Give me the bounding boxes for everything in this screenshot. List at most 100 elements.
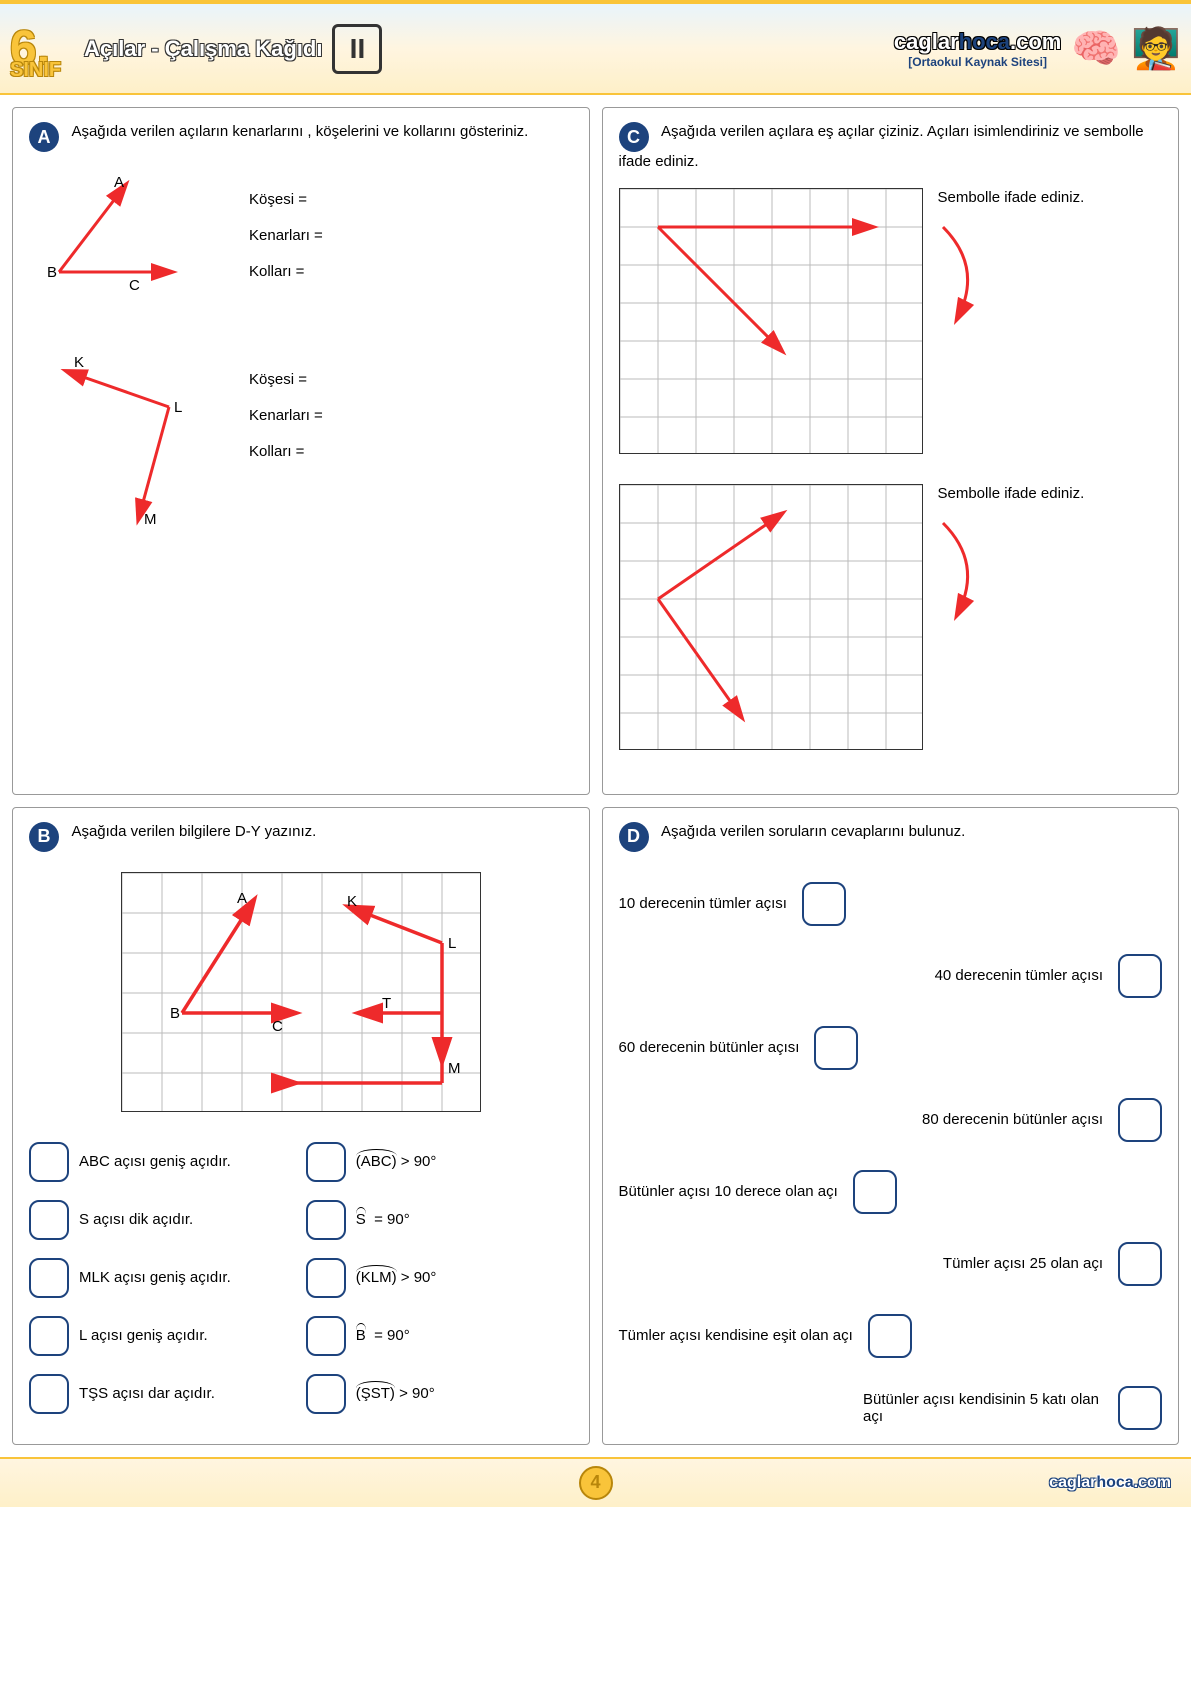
point-m: M	[144, 511, 157, 528]
c-grid2	[619, 484, 923, 750]
angle-abc-svg: A B C	[29, 172, 209, 302]
answer-box[interactable]	[306, 1316, 346, 1356]
section-d-instruction: Aşağıda verilen soruların cevaplarını bu…	[661, 823, 965, 840]
site-subtitle: [Ortaokul Kaynak Sitesi]	[894, 55, 1062, 69]
dy-item: (ABC) > 90	[306, 1142, 573, 1182]
svg-text:M: M	[448, 1060, 461, 1077]
klm-vertex-label: Köşesi =	[249, 362, 323, 398]
answer-box[interactable]	[1118, 1242, 1162, 1286]
c-fig1-row: Sembolle ifade ediniz.	[619, 188, 1163, 454]
section-a-diagrams: A B C Köşesi = Kenarları = Kolları = K L…	[29, 172, 573, 532]
section-a-badge: A	[29, 122, 59, 152]
logo-mid: hoca	[959, 29, 1010, 54]
angle-klm-row: K L M Köşesi = Kenarları = Kolları =	[29, 352, 573, 532]
logo-suffix: .com	[1010, 29, 1061, 54]
answer-box[interactable]	[853, 1170, 897, 1214]
section-d: D Aşağıda verilen soruların cevaplarını …	[602, 807, 1180, 1445]
dy-list: ABC açısı geniş açıdır. (ABC) > 90 S açı…	[29, 1142, 573, 1414]
answer-box[interactable]	[306, 1374, 346, 1414]
grade-label: SINIF	[10, 59, 61, 82]
dy-text: L açısı geniş açıdır.	[79, 1327, 208, 1344]
d-list: 10 derecenin tümler açısı 40 derecenin t…	[619, 882, 1163, 1430]
page-number-circle: 4	[579, 1466, 613, 1500]
answer-box[interactable]	[306, 1200, 346, 1240]
a-arms-label: Kolları =	[249, 254, 323, 290]
answer-box[interactable]	[814, 1026, 858, 1070]
c-label1-col: Sembolle ifade ediniz.	[923, 188, 1085, 343]
d-text: 80 derecenin bütünler açısı	[922, 1111, 1103, 1128]
f-logo-mid: hoca	[1096, 1474, 1133, 1491]
klm-sides-label: Kenarları =	[249, 398, 323, 434]
section-c: C Aşağıda verilen açılara eş açılar çizi…	[602, 107, 1180, 795]
svg-text:T: T	[382, 995, 391, 1012]
d-item: Bütünler açısı 10 derece olan açı	[619, 1170, 1163, 1214]
dy-item: L açısı geniş açıdır.	[29, 1316, 296, 1356]
answer-box[interactable]	[1118, 1098, 1162, 1142]
worksheet-title: Açılar - Çalışma Kağıdı	[84, 36, 322, 62]
curved-arrow1	[923, 217, 1003, 337]
angle-abc-row: A B C Köşesi = Kenarları = Kolları =	[29, 172, 573, 302]
answer-box[interactable]	[29, 1142, 69, 1182]
dy-item: (KLM) > 90	[306, 1258, 573, 1298]
section-a-instruction: Aşağıda verilen açıların kenarlarını , k…	[71, 123, 528, 140]
dy-item: ABC açısı geniş açıdır.	[29, 1142, 296, 1182]
dy-item: MLK açısı geniş açıdır.	[29, 1258, 296, 1298]
answer-box[interactable]	[306, 1142, 346, 1182]
f-logo-suffix: .com	[1134, 1474, 1171, 1491]
dy-text: S = 90	[356, 1211, 410, 1228]
point-c: C	[129, 277, 140, 294]
answer-box[interactable]	[868, 1314, 912, 1358]
d-text: Tümler açısı kendisine eşit olan açı	[619, 1327, 853, 1344]
angle-klm-labels: Köşesi = Kenarları = Kolları =	[249, 362, 323, 470]
page-header: 6. SINIF Açılar - Çalışma Kağıdı II cagl…	[0, 0, 1191, 95]
d-text: Bütünler açısı 10 derece olan açı	[619, 1183, 838, 1200]
dy-text: (KLM) > 90	[356, 1269, 437, 1286]
answer-box[interactable]	[29, 1316, 69, 1356]
teacher-icon: 🧑‍🏫	[1131, 25, 1181, 72]
page-roman: II	[332, 24, 382, 74]
d-text: 10 derecenin tümler açısı	[619, 895, 787, 912]
footer-site: caglarhoca.com	[1049, 1474, 1171, 1492]
klm-arms-label: Kolları =	[249, 434, 323, 470]
b-grid: A B C K L T M	[121, 872, 481, 1112]
dy-text: S açısı dik açıdır.	[79, 1211, 193, 1228]
angle-klm-svg: K L M	[29, 352, 209, 532]
header-branding: caglarhoca.com [Ortaokul Kaynak Sitesi] …	[894, 25, 1181, 72]
dy-text: (ABC) > 90	[356, 1153, 437, 1170]
point-l: L	[174, 399, 182, 416]
dy-item: (ŞST) > 90	[306, 1374, 573, 1414]
dy-item: TŞS açısı dar açıdır.	[29, 1374, 296, 1414]
section-b: B Aşağıda verilen bilgilere D-Y yazınız.…	[12, 807, 590, 1445]
dy-text: TŞS açısı dar açıdır.	[79, 1385, 215, 1402]
section-d-badge: D	[619, 822, 649, 852]
section-a: A Aşağıda verilen açıların kenarlarını ,…	[12, 107, 590, 795]
dy-text: (ŞST) > 90	[356, 1385, 435, 1402]
answer-box[interactable]	[1118, 954, 1162, 998]
d-text: Tümler açısı 25 olan açı	[943, 1255, 1103, 1272]
d-item: 80 derecenin bütünler açısı	[619, 1098, 1163, 1142]
answer-box[interactable]	[29, 1374, 69, 1414]
section-b-instruction: Aşağıda verilen bilgilere D-Y yazınız.	[71, 823, 316, 840]
answer-box[interactable]	[306, 1258, 346, 1298]
answer-box[interactable]	[29, 1200, 69, 1240]
d-item: 40 derecenin tümler açısı	[619, 954, 1163, 998]
d-item: Tümler açısı 25 olan açı	[619, 1242, 1163, 1286]
answer-box[interactable]	[29, 1258, 69, 1298]
svg-text:A: A	[237, 890, 247, 907]
d-item: 10 derecenin tümler açısı	[619, 882, 1163, 926]
a-sides-label: Kenarları =	[249, 218, 323, 254]
dy-text: B = 90	[356, 1327, 410, 1344]
site-logo: caglarhoca.com	[894, 29, 1062, 55]
curved-arrow2	[923, 513, 1003, 633]
answer-box[interactable]	[1118, 1386, 1162, 1430]
b-grid-wrap: A B C K L T M	[29, 872, 573, 1112]
d-item: Tümler açısı kendisine eşit olan açı	[619, 1314, 1163, 1358]
answer-box[interactable]	[802, 882, 846, 926]
angle-abc-labels: Köşesi = Kenarları = Kolları =	[249, 182, 323, 290]
dy-item: B = 90	[306, 1316, 573, 1356]
section-b-badge: B	[29, 822, 59, 852]
c-sembolle2: Sembolle ifade ediniz.	[938, 484, 1085, 504]
point-k: K	[74, 354, 84, 371]
page-footer: 4 caglarhoca.com	[0, 1457, 1191, 1507]
d-item: 60 derecenin bütünler açısı	[619, 1026, 1163, 1070]
